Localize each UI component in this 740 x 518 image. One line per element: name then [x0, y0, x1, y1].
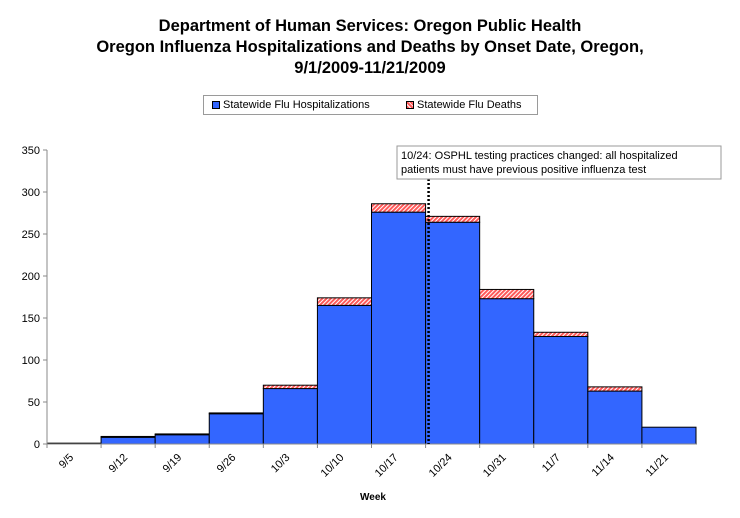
annotation-box	[396, 145, 722, 180]
bar-hospitalizations-10-24	[425, 221, 481, 445]
chart-title-line-3: 9/1/2009-11/21/2009	[294, 59, 446, 77]
x-tick-label: 10/3	[269, 452, 293, 476]
bar-deaths-11-14	[587, 386, 643, 392]
bar-deaths-10-24	[425, 215, 481, 223]
bar-hospitalizations-10-3	[262, 388, 318, 445]
legend-swatch-hospitalizations	[212, 101, 220, 109]
x-tick-label: 11/7	[540, 452, 563, 475]
legend-label-deaths: Statewide Flu Deaths	[417, 99, 522, 111]
bar-hospitalizations-11-21	[641, 426, 697, 445]
x-tick-label: 11/21	[644, 452, 671, 479]
bar-deaths-10-31	[479, 288, 535, 300]
annotation-text-line-2: patients must have previous positive inf…	[401, 164, 646, 176]
y-tick-label: 0	[34, 439, 40, 451]
x-tick-label: 11/14	[590, 452, 617, 479]
bar-deaths-10-10	[316, 297, 372, 306]
x-tick-label: 9/12	[107, 452, 131, 476]
bar-deaths-11-7	[533, 331, 589, 337]
x-axis-label: Week	[360, 492, 386, 503]
bar-hospitalizations-9-26	[208, 413, 264, 445]
y-tick-label: 350	[22, 145, 40, 157]
y-tick-label: 150	[22, 313, 40, 325]
bar-hospitalizations-11-7	[533, 335, 589, 445]
legend-swatch-deaths	[406, 101, 414, 109]
annotation-text-line-1: 10/24: OSPHL testing practices changed: …	[401, 150, 678, 162]
bar-deaths-9-26	[208, 412, 264, 415]
y-tick-label: 200	[22, 271, 40, 283]
legend-item-deaths: Statewide Flu Deaths	[406, 99, 522, 111]
bar-hospitalizations-9-19	[154, 434, 210, 445]
x-tick-label: 9/19	[161, 452, 185, 476]
y-tick-label: 100	[22, 355, 40, 367]
bar-deaths-9-12	[100, 435, 156, 438]
chart-legend: Statewide Flu Hospitalizations Statewide…	[203, 95, 538, 115]
x-tick-label: 10/17	[373, 452, 401, 480]
x-tick-label: 10/24	[427, 452, 455, 480]
bar-deaths-9-19	[154, 433, 210, 436]
legend-label-hospitalizations: Statewide Flu Hospitalizations	[223, 99, 370, 111]
bar-hospitalizations-9-12	[100, 436, 156, 445]
chart-title-line-1: Department of Human Services: Oregon Pub…	[158, 17, 582, 35]
bar-deaths-10-3	[262, 384, 318, 390]
x-tick-label: 10/10	[319, 452, 347, 480]
x-tick-label: 10/31	[481, 452, 509, 480]
bar-deaths-10-17	[371, 203, 427, 213]
y-tick-label: 250	[22, 229, 40, 241]
x-tick-label: 9/26	[215, 452, 239, 476]
chart-title-line-2: Oregon Influenza Hospitalizations and De…	[96, 38, 644, 56]
bar-hospitalizations-10-17	[371, 211, 427, 445]
bar-hospitalizations-11-14	[587, 390, 643, 445]
legend-item-hospitalizations: Statewide Flu Hospitalizations	[212, 99, 370, 111]
bar-hospitalizations-10-10	[316, 304, 372, 445]
bar-hospitalizations-10-31	[479, 298, 535, 445]
y-tick-label: 50	[28, 397, 40, 409]
y-tick-label: 300	[22, 187, 40, 199]
x-tick-label: 9/5	[57, 452, 76, 471]
